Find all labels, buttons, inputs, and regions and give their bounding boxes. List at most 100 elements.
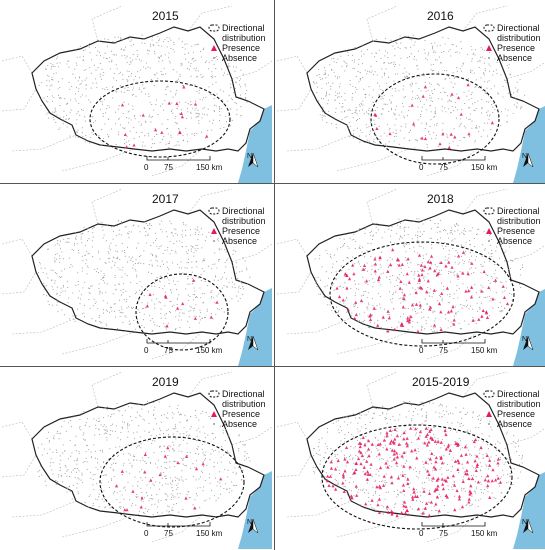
neighbour-border [462, 5, 508, 32]
neighbour-border [61, 514, 135, 538]
neighbour-border [506, 244, 545, 263]
neighbour-border [2, 238, 33, 257]
dashed-ellipse-icon [208, 23, 222, 33]
legend-directional: Directional distribution [497, 389, 541, 409]
panel-divider-vertical [274, 0, 275, 550]
neighbour-border [231, 426, 272, 446]
directional-ellipse [329, 241, 515, 347]
scale-tick-150: 150 km [196, 346, 223, 355]
directional-ellipse [321, 424, 513, 530]
map-panel-2015-2019: 2015-2019 Directional distribution Presenc… [277, 367, 545, 549]
neighbour-border [286, 317, 352, 335]
north-arrow-icon: N [247, 336, 259, 350]
triangle-icon [208, 226, 222, 236]
panel-divider-horizontal-2 [0, 366, 545, 367]
neighbour-border [506, 61, 545, 80]
neighbour-border [2, 88, 37, 112]
black-sea [513, 106, 545, 183]
neighbour-border [91, 371, 123, 408]
panel-year-label: 2017 [152, 192, 179, 206]
legend-absence: Absence [222, 53, 258, 63]
map-svg [277, 371, 545, 549]
scale-tick-150: 150 km [471, 346, 498, 355]
neighbour-border [336, 148, 410, 172]
neighbour-border [277, 88, 312, 112]
scale-tick-75: 75 [439, 346, 448, 355]
dot-icon [208, 236, 222, 246]
map-legend: Directional distribution Presence Absence [483, 389, 545, 429]
triangle-icon [483, 226, 497, 236]
neighbour-border [426, 148, 478, 177]
neighbour-border [151, 148, 203, 177]
neighbour-border [11, 500, 77, 518]
scale-tick-75: 75 [164, 346, 173, 355]
map-svg [2, 371, 272, 549]
map-legend: Directional distribution Presence Absence [483, 206, 545, 246]
north-label: N [522, 153, 528, 160]
neighbour-border [61, 148, 135, 172]
legend-presence: Presence [222, 226, 261, 236]
scale-tick-0: 0 [144, 346, 149, 355]
absence-points [37, 400, 251, 516]
dashed-ellipse-icon [208, 206, 222, 216]
north-arrow-icon: N [522, 336, 534, 350]
dot-icon [483, 236, 497, 246]
absence-points [37, 220, 251, 332]
presence-points [120, 85, 209, 149]
legend-directional: Directional distribution [222, 206, 266, 226]
neighbour-border [151, 331, 203, 360]
neighbour-border [366, 5, 398, 42]
legend-presence: Presence [497, 409, 536, 419]
dashed-ellipse-icon [483, 206, 497, 216]
scale-tick-150: 150 km [471, 529, 498, 538]
dashed-ellipse-icon [208, 389, 222, 399]
neighbour-border [506, 427, 545, 446]
map-svg [2, 5, 272, 183]
neighbour-border [336, 514, 410, 538]
triangle-icon [483, 409, 497, 419]
map-legend: Directional distribution Presence Absence [208, 23, 272, 63]
triangle-icon [483, 43, 497, 53]
panel-year-label: 2019 [152, 375, 179, 389]
scale-tick-150: 150 km [471, 163, 498, 172]
neighbour-border [426, 514, 478, 543]
dot-icon [208, 419, 222, 429]
dashed-ellipse-icon [483, 389, 497, 399]
directional-ellipse [89, 80, 231, 158]
neighbour-border [11, 134, 77, 152]
black-sea [238, 471, 272, 549]
scale-tick-0: 0 [144, 163, 149, 172]
north-arrow-icon: N [522, 519, 534, 533]
map-panel-2015: 2015 Directional distribution Presence Abse… [2, 1, 272, 183]
map-svg [2, 188, 272, 366]
black-sea [238, 288, 272, 366]
scale-tick-0: 0 [419, 529, 424, 538]
north-arrow-icon: N [522, 153, 534, 167]
country-outline [306, 392, 540, 518]
black-sea [513, 289, 545, 366]
north-label: N [247, 519, 253, 526]
dot-icon [483, 53, 497, 63]
legend-absence: Absence [497, 419, 533, 429]
neighbour-border [277, 55, 308, 74]
neighbour-border [336, 331, 410, 355]
directional-ellipse [370, 73, 500, 165]
panel-year-label: 2018 [427, 192, 454, 206]
legend-absence: Absence [222, 236, 258, 246]
neighbour-border [277, 421, 308, 440]
neighbour-border [277, 454, 312, 478]
scale-tick-150: 150 km [196, 529, 223, 538]
legend-presence: Presence [497, 226, 536, 236]
absence-points [314, 218, 524, 333]
neighbour-border [2, 271, 37, 295]
legend-directional: Directional distribution [497, 206, 541, 226]
panel-year-label: 2015-2019 [412, 375, 470, 389]
black-sea [513, 472, 545, 549]
presence-points [373, 82, 494, 149]
scale-tick-0: 0 [419, 346, 424, 355]
dashed-ellipse-icon [483, 23, 497, 33]
scale-tick-0: 0 [419, 163, 424, 172]
absence-points [312, 34, 526, 149]
neighbour-border [231, 60, 272, 80]
map-legend: Directional distribution Presence Absence [208, 206, 272, 246]
